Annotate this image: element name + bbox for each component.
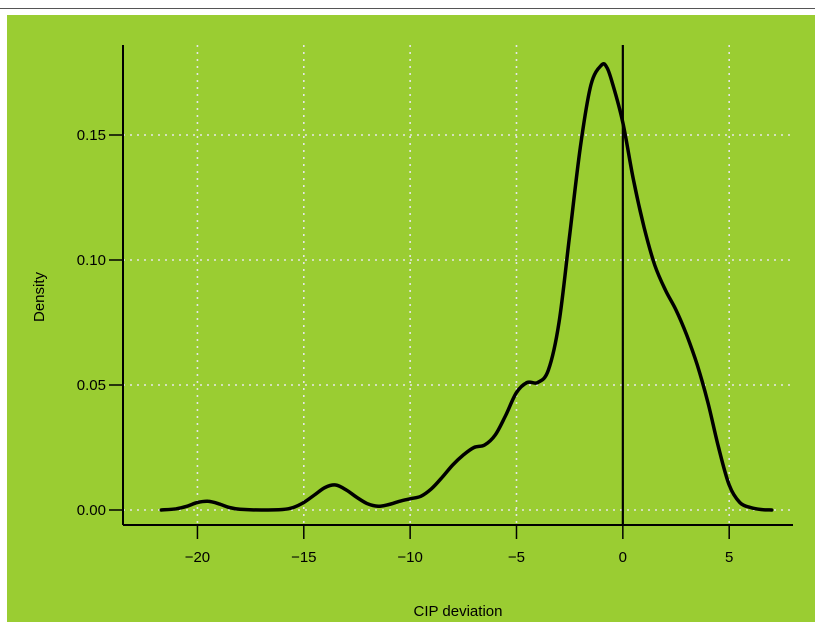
x-tick-label: −15 — [291, 549, 316, 566]
top-border-line — [0, 8, 815, 9]
y-tick-label: 0.00 — [77, 502, 106, 519]
tick-labels: −20 −15 −10 −5 0 5 0.00 0.05 0.10 0.15 — [77, 127, 734, 566]
density-curve — [159, 62, 774, 512]
y-tick-label: 0.10 — [77, 252, 106, 269]
tick-marks — [109, 134, 730, 539]
x-tick-label: −10 — [397, 549, 422, 566]
y-tick-label: 0.05 — [77, 377, 106, 394]
y-tick-label: 0.15 — [77, 127, 106, 144]
axes — [122, 45, 793, 526]
x-tick-label: 0 — [619, 549, 627, 566]
grid-lines — [123, 45, 793, 525]
y-axis-title: Density — [31, 271, 48, 322]
x-axis-title: CIP deviation — [414, 603, 503, 620]
x-tick-label: −5 — [508, 549, 525, 566]
x-tick-label: −20 — [185, 549, 210, 566]
x-tick-label: 5 — [725, 549, 733, 566]
